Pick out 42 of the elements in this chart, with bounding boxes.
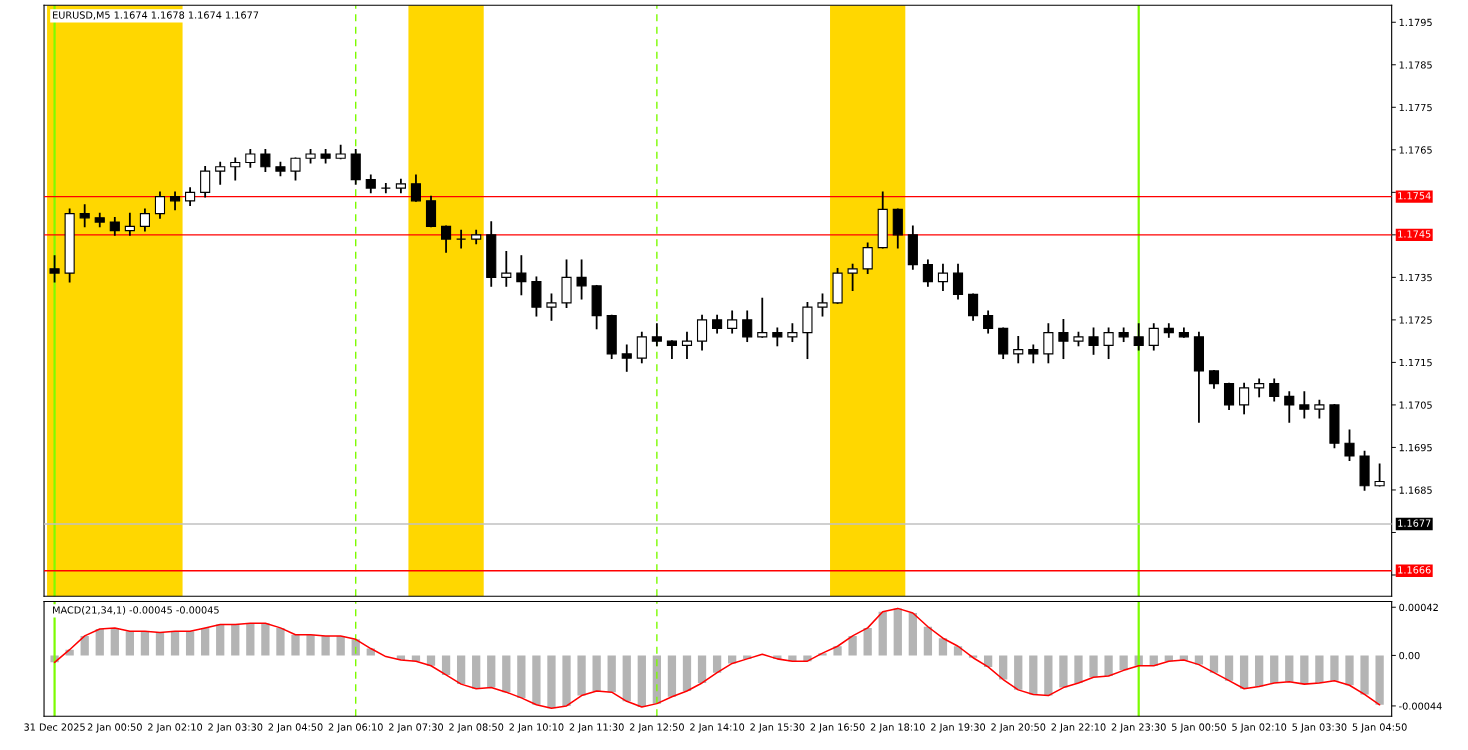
y-tick-label: -0.00044 bbox=[1399, 702, 1442, 710]
x-tick-label: 2 Jan 18:10 bbox=[870, 723, 925, 733]
x-tick-label: 5 Jan 02:10 bbox=[1232, 723, 1287, 733]
x-tick-label: 2 Jan 19:30 bbox=[931, 723, 986, 733]
x-tick-label: 5 Jan 04:50 bbox=[1352, 723, 1407, 733]
y-tick-label: 1.1695 bbox=[1399, 443, 1432, 452]
ref-line-label: 1.1745 bbox=[1398, 230, 1431, 238]
x-tick-label: 5 Jan 00:50 bbox=[1172, 723, 1226, 733]
x-tick-label: 2 Jan 23:30 bbox=[1111, 723, 1166, 733]
y-tick-label: 0.00042 bbox=[1399, 603, 1438, 612]
x-tick-label: 2 Jan 03:30 bbox=[208, 723, 263, 733]
x-tick-label: 2 Jan 11:30 bbox=[569, 723, 624, 733]
y-tick-label: 1.1735 bbox=[1399, 273, 1432, 282]
x-tick-label: 2 Jan 12:50 bbox=[629, 723, 684, 733]
x-tick-label: 2 Jan 14:10 bbox=[690, 723, 745, 733]
y-tick-label: 1.1685 bbox=[1399, 486, 1432, 494]
x-tick-label: 2 Jan 07:30 bbox=[388, 723, 443, 733]
y-tick-label: 1.1775 bbox=[1399, 103, 1432, 112]
y-tick-label: 1.1785 bbox=[1399, 61, 1432, 69]
ref-line-label: 1.1677 bbox=[1398, 519, 1431, 527]
chart-title: MACD(21,34,1) -0.00045 -0.00045 bbox=[53, 606, 219, 615]
x-tick-label: 2 Jan 02:10 bbox=[148, 723, 203, 733]
x-tick-label: 2 Jan 10:10 bbox=[509, 723, 564, 733]
x-tick-label: 2 Jan 00:50 bbox=[87, 723, 142, 733]
y-tick-label: 0.00 bbox=[1399, 651, 1420, 660]
y-tick-label: 1.1705 bbox=[1399, 401, 1432, 409]
y-tick-label: 1.1795 bbox=[1399, 18, 1432, 27]
x-tick-label: 2 Jan 06:10 bbox=[328, 723, 383, 733]
ref-line-label: 1.1666 bbox=[1398, 566, 1431, 574]
y-tick-label: 1.1725 bbox=[1399, 316, 1432, 324]
y-tick-label: 1.1715 bbox=[1399, 359, 1432, 367]
x-tick-label: 2 Jan 22:10 bbox=[1051, 723, 1106, 733]
x-tick-label: 2 Jan 15:30 bbox=[750, 723, 805, 733]
x-tick-label: 2 Jan 04:50 bbox=[268, 723, 323, 733]
x-tick-label: 31 Dec 2025 bbox=[24, 723, 85, 731]
x-tick-label: 2 Jan 08:50 bbox=[449, 723, 504, 733]
ref-line-label: 1.1754 bbox=[1398, 192, 1431, 200]
x-tick-label: 2 Jan 16:50 bbox=[810, 723, 865, 733]
y-tick-label: 1.1765 bbox=[1399, 146, 1432, 154]
x-tick-label: 2 Jan 20:50 bbox=[991, 723, 1046, 733]
x-tick-label: 5 Jan 03:30 bbox=[1292, 723, 1347, 733]
text: EURUSD,M5 1.1674 1.1678 1.1674 1.1677 bbox=[53, 11, 259, 20]
